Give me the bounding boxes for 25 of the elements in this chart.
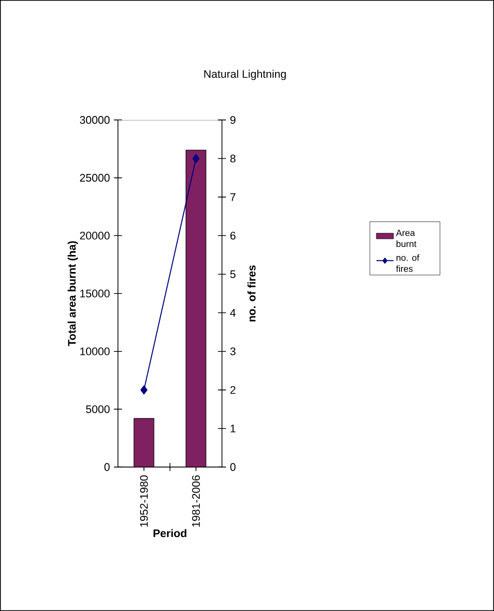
y2-tick-label: 8 [230,154,236,162]
y-tick-label: 10000 [80,347,110,356]
x-tick-label: 1981-2006 [192,475,200,527]
y-tick-label: 5000 [86,405,110,414]
y2-tick-label: 0 [230,463,236,471]
legend-label: Area burnt [396,230,416,248]
y2-tick-label: 3 [230,347,236,356]
text: Natural Lightning [204,70,286,80]
y2-tick-label: 6 [230,232,236,240]
y2-tick-label: 7 [230,193,236,201]
y-tick-label: 30000 [80,116,110,124]
y-axis-title: Total area burnt (ha) [68,241,78,346]
y-tick-label: 25000 [80,174,110,182]
y-tick-label: 15000 [80,290,110,298]
y2-axis-title: no. of fires [248,265,256,322]
y-tick-label: 0 [104,463,110,471]
y2-tick-label: 4 [230,309,236,317]
y2-tick-label: 2 [230,386,236,394]
y2-tick-label: 9 [230,116,236,124]
x-tick-label: 1952-1980 [140,475,148,527]
y2-tick-label: 1 [230,424,236,432]
y2-tick-label: 5 [230,270,236,278]
x-axis-title: Period [154,529,186,538]
legend-label: no. of fires [396,254,420,272]
y-tick-label: 20000 [80,232,110,240]
